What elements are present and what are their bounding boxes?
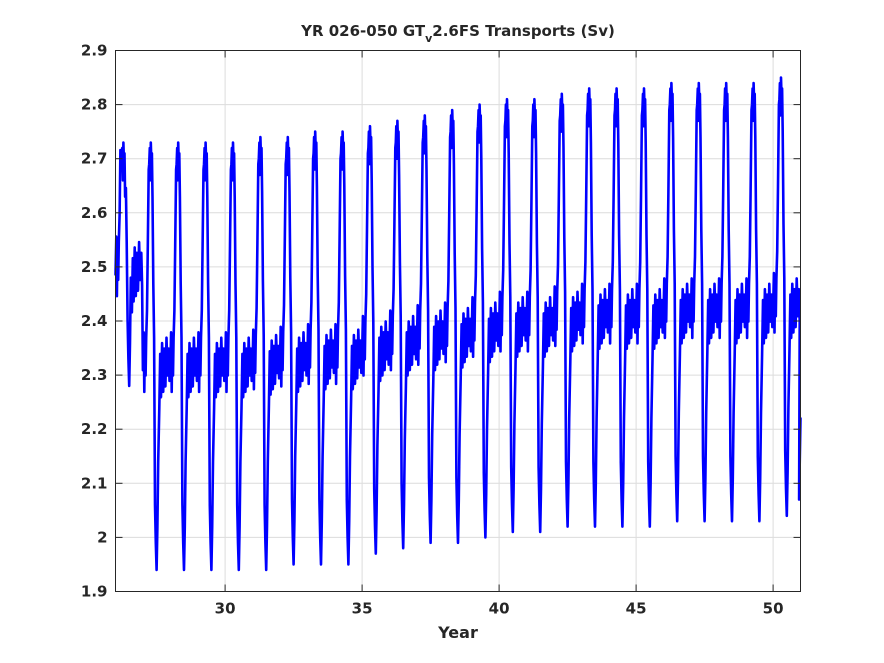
transport-series-line bbox=[114, 76, 802, 572]
y-tick-label: 2 bbox=[97, 528, 107, 546]
y-tick-label: 2.4 bbox=[81, 312, 108, 330]
y-tick-label: 2.6 bbox=[81, 204, 108, 222]
y-tick-label: 1.9 bbox=[81, 583, 108, 601]
chart-title-subscript: v bbox=[425, 32, 433, 45]
y-tick-label: 2.7 bbox=[81, 150, 108, 168]
y-tick-label: 2.3 bbox=[81, 366, 108, 384]
x-tick-label: 35 bbox=[352, 600, 373, 618]
x-tick-label: 40 bbox=[489, 600, 510, 618]
y-tick-label: 2.8 bbox=[81, 96, 108, 114]
y-tick-label: 2.5 bbox=[81, 258, 108, 276]
plot-series bbox=[114, 76, 802, 572]
axis-ticks: 30 35 40 45 50 1.9 2 2.1 2.2 2.3 2.4 2.5 2.6 2.7 2.8 2.… bbox=[81, 42, 801, 618]
y-tick-label: 2.1 bbox=[81, 474, 108, 492]
chart-title-main: YR 026-050 GT bbox=[300, 22, 426, 40]
x-tick-label: 30 bbox=[215, 600, 236, 618]
x-axis-label: Year bbox=[437, 623, 478, 642]
x-tick-label: 45 bbox=[626, 600, 647, 618]
chart-title: YR 026-050 GTv2.6FS Transports (Sv) bbox=[300, 22, 615, 45]
x-tick-label: 50 bbox=[763, 600, 784, 618]
y-tick-label: 2.9 bbox=[81, 42, 108, 60]
chart-title-rest: 2.6FS Transports (Sv) bbox=[432, 22, 615, 40]
y-tick-label: 2.2 bbox=[81, 420, 108, 438]
